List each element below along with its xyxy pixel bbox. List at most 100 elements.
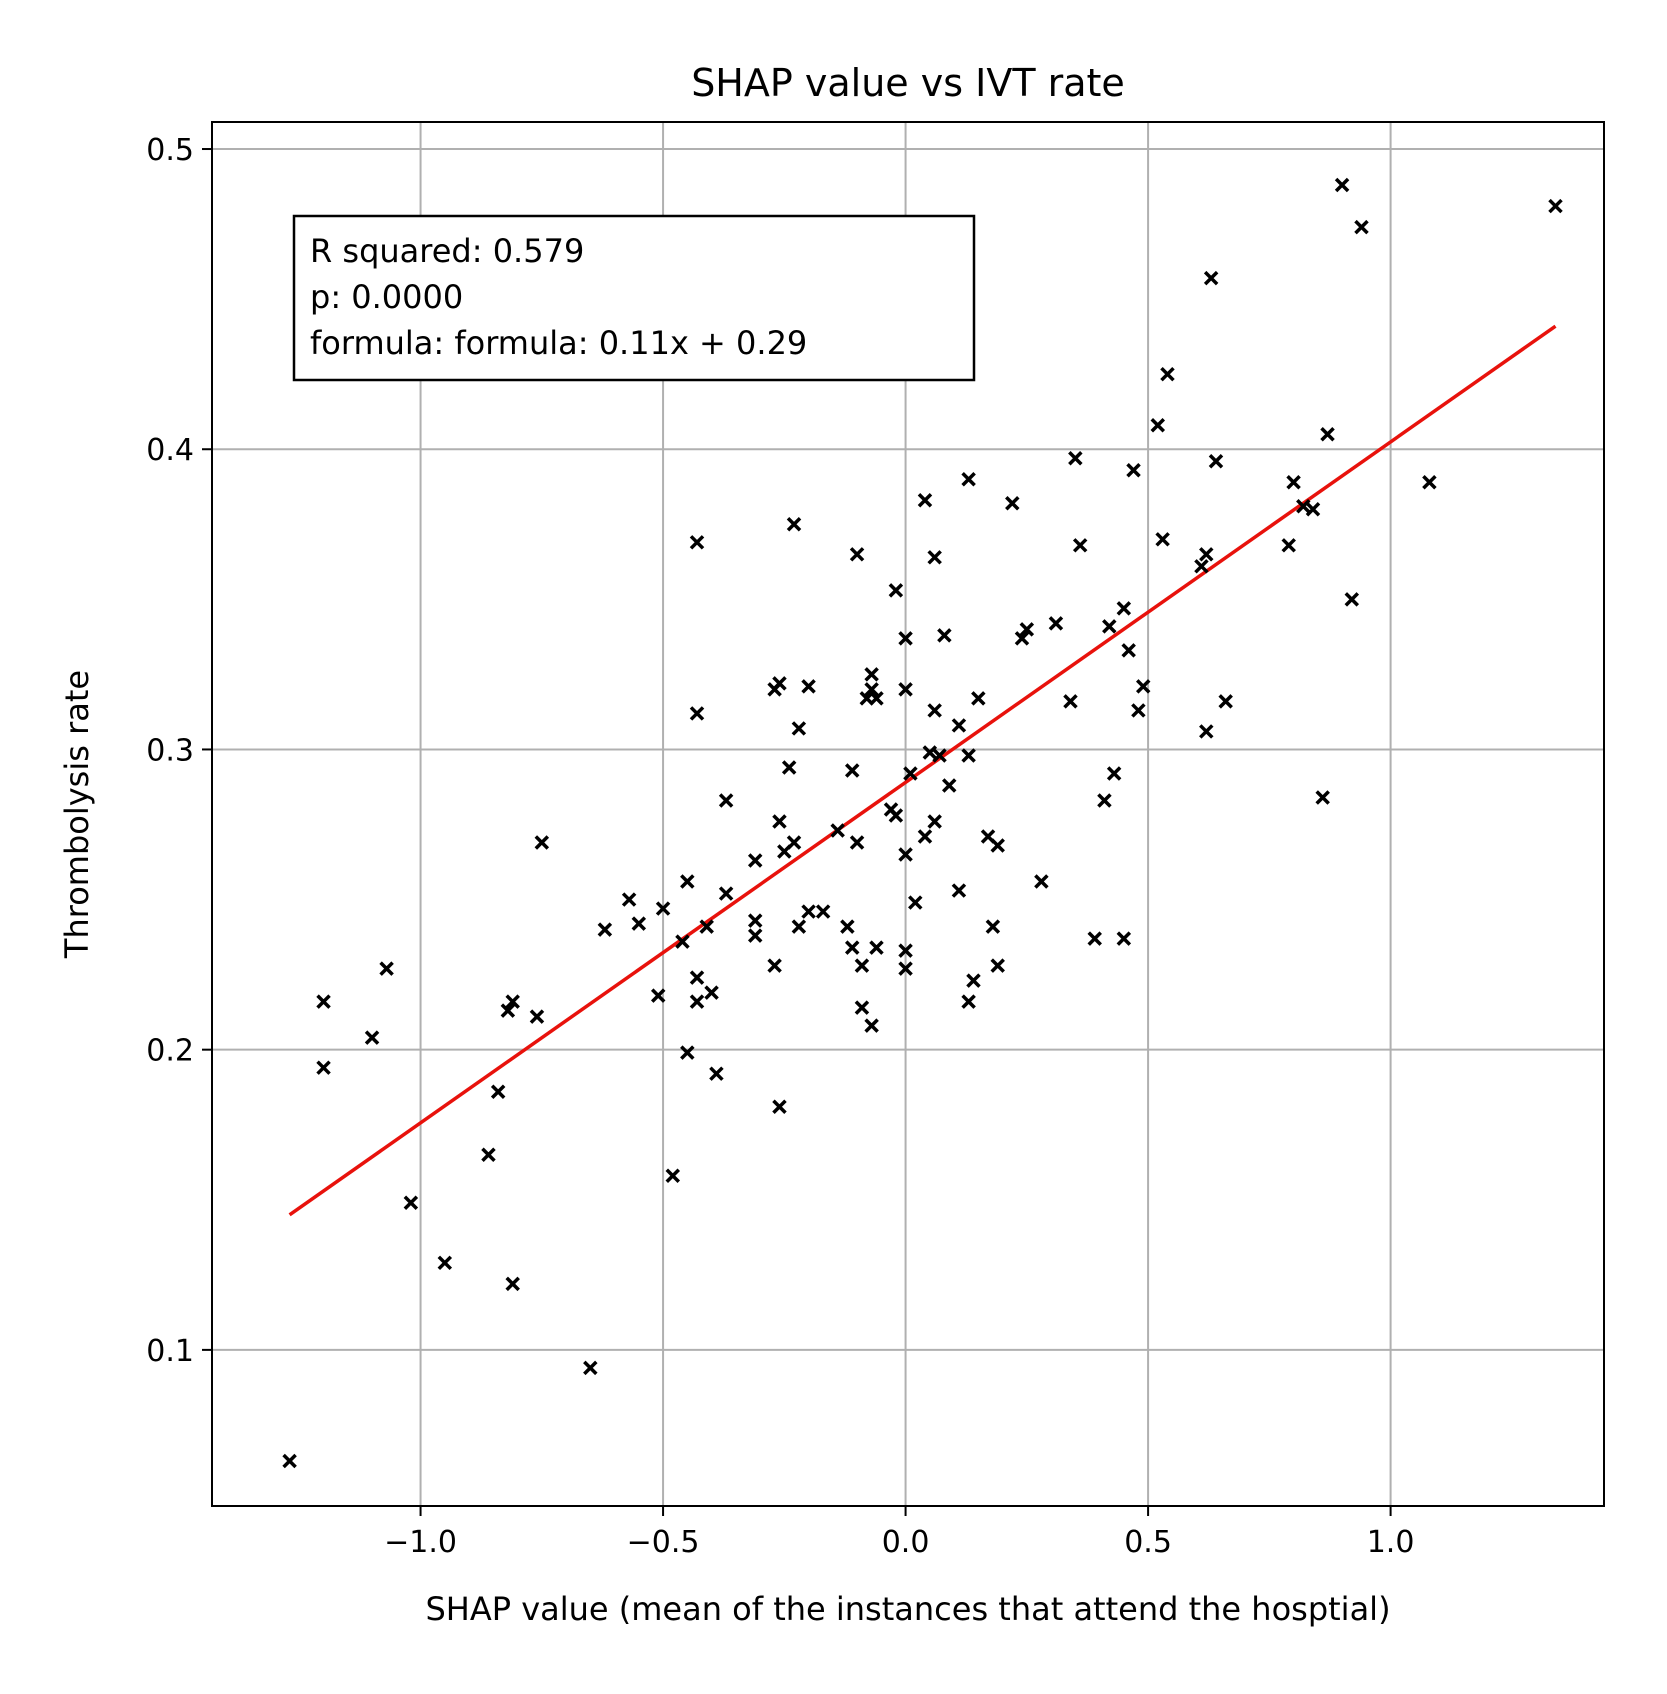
data-point [791,721,807,736]
data-point [689,970,705,985]
data-point [966,973,981,988]
data-point [1286,475,1301,490]
data-points [282,177,1563,1469]
data-point [767,958,782,973]
data-point [704,985,719,1000]
data-point [529,1009,545,1024]
data-point [903,766,918,781]
data-point [772,814,787,829]
data-point [815,904,831,919]
data-point [1126,463,1141,478]
data-point [854,1000,870,1015]
stats-annotation-box: R squared: 0.579 p: 0.0000 formula: form… [292,214,976,382]
data-point [534,835,550,850]
data-point [1121,643,1136,658]
data-point [1034,874,1049,889]
data-point [1014,631,1030,646]
data-point [971,691,986,706]
data-point [864,1018,879,1033]
data-point [854,958,870,973]
data-point [316,1060,331,1075]
y-tick-label: 0.1 [146,1334,194,1369]
data-point [864,667,879,682]
data-point [917,493,933,508]
data-point [849,835,865,850]
data-point [747,928,763,943]
data-point [927,703,942,718]
data-point [437,1255,453,1271]
data-point [747,913,763,928]
data-point [621,892,637,907]
data-point [1068,451,1083,466]
data-point [680,1045,695,1060]
data-point [864,682,879,697]
data-point [379,961,394,976]
data-point [1048,616,1064,631]
data-point [844,763,860,778]
data-point [505,994,520,1009]
data-point [801,679,816,694]
annotation-frame [292,214,976,382]
data-point [1199,547,1214,562]
x-tick-label: 1.0 [1367,1525,1415,1560]
data-point [888,808,904,823]
data-point [941,778,957,793]
data-point [665,1168,681,1183]
chart-title: SHAP value vs IVT rate [691,61,1125,105]
data-point [1296,499,1311,514]
data-point [316,994,331,1009]
data-point [1005,496,1020,511]
x-tick-label: −0.5 [627,1525,700,1560]
fit-line-group [288,324,1557,1217]
annotation-p-value: p: 0.0000 [310,278,463,316]
data-point [403,1195,419,1211]
data-point [718,793,734,808]
data-point [1135,679,1151,694]
data-point [888,583,904,598]
data-point [747,853,763,868]
data-point [840,919,855,934]
data-point [932,748,947,763]
data-point [709,1066,724,1081]
data-point [927,550,942,565]
data-point [1548,198,1563,214]
y-tick-label: 0.2 [146,1034,194,1069]
data-point [786,835,802,850]
data-point [1097,793,1112,808]
y-axis-label: Thrombolysis rate [58,670,96,959]
data-point [689,706,705,721]
data-point [689,994,705,1009]
data-point [772,1099,787,1114]
data-point [1131,703,1146,718]
data-point [364,1030,380,1045]
data-point [990,838,1005,853]
data-point [791,919,807,934]
x-tick-label: 0.5 [1124,1525,1172,1560]
data-point [680,874,695,889]
data-point [1218,694,1233,709]
regression-line [288,324,1557,1217]
x-tick-label: −1.0 [384,1525,457,1560]
data-point [1116,601,1132,616]
data-point [961,994,976,1009]
x-axis-ticks: −1.0 −0.5 0.0 0.5 1.0 [384,1506,1414,1560]
data-point [1305,502,1321,517]
data-point [1203,270,1219,286]
data-point [898,961,913,976]
data-point [801,904,816,919]
data-point [583,1360,598,1376]
y-axis-ticks: 0.1 0.2 0.3 0.4 0.5 [146,133,212,1369]
data-point [675,934,690,949]
data-point [1106,766,1122,781]
data-point [917,829,933,844]
data-point [985,919,1001,934]
y-tick-label: 0.4 [146,433,194,468]
data-point [500,1003,516,1018]
data-point [937,628,952,643]
data-point [1344,592,1360,607]
data-point [830,823,845,838]
data-point [908,895,923,910]
data-point [772,676,787,691]
data-point [781,760,797,775]
